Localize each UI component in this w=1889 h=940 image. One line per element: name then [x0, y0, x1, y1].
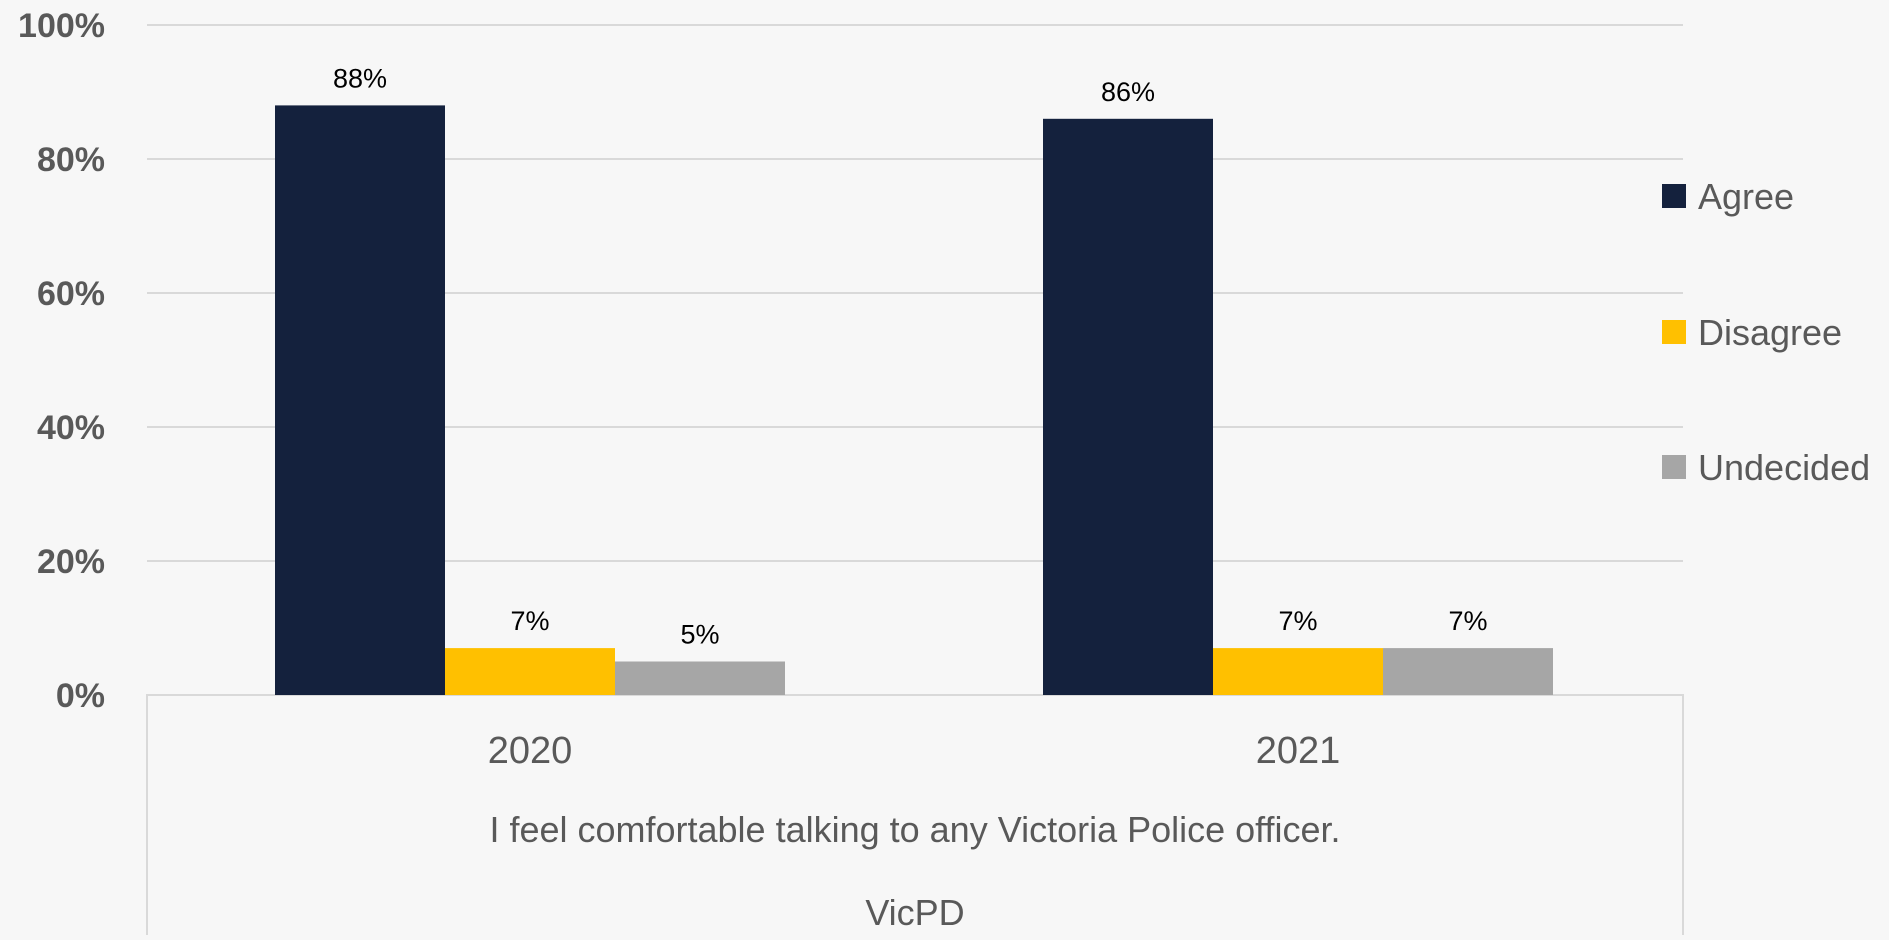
bar-undecided-2020: [615, 661, 785, 695]
data-label: 7%: [510, 606, 549, 636]
legend-label-disagree: Disagree: [1698, 312, 1842, 353]
x-tick-label: 2021: [1256, 730, 1341, 772]
data-label: 88%: [333, 63, 387, 93]
bar-disagree-2021: [1213, 648, 1383, 695]
legend-swatch-disagree: [1662, 320, 1686, 344]
x-tick-label: 2020: [488, 730, 573, 772]
y-tick-label: 0%: [56, 677, 105, 715]
bar-undecided-2021: [1383, 648, 1553, 695]
data-label: 86%: [1101, 77, 1155, 107]
y-tick-label: 80%: [37, 141, 105, 179]
category-axis-box: [146, 694, 1684, 935]
y-tick-label: 20%: [37, 543, 105, 581]
y-tick-label: 100%: [18, 7, 105, 45]
data-label: 5%: [680, 620, 719, 650]
x-axis-title: I feel comfortable talking to any Victor…: [489, 809, 1340, 850]
legend-label-undecided: Undecided: [1698, 447, 1870, 488]
y-tick-label: 40%: [37, 409, 105, 447]
legend-swatch-undecided: [1662, 455, 1686, 479]
legend-swatch-agree: [1662, 184, 1686, 208]
data-label: 7%: [1448, 606, 1487, 636]
bar-agree-2021: [1043, 118, 1213, 696]
legend-label-agree: Agree: [1698, 176, 1794, 217]
bar-disagree-2020: [445, 648, 615, 695]
data-label: 7%: [1278, 606, 1317, 636]
x-axis-subtitle: VicPD: [865, 892, 964, 933]
y-tick-label: 60%: [37, 275, 105, 313]
bar-agree-2020: [275, 105, 445, 695]
